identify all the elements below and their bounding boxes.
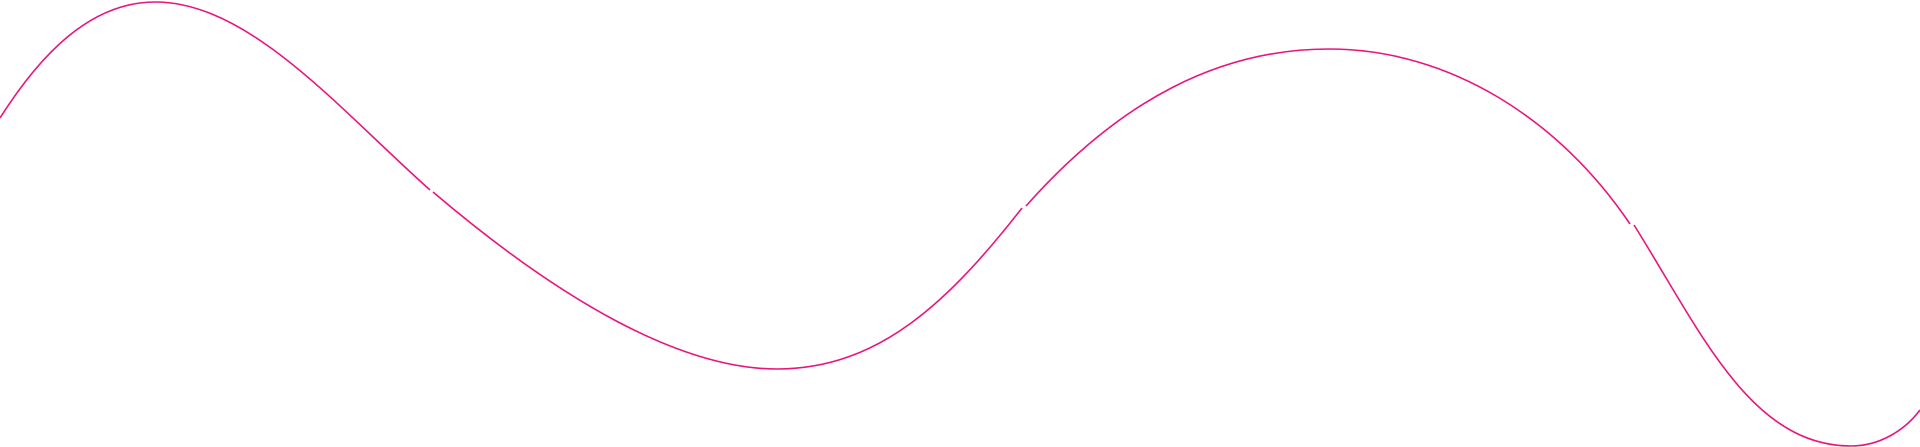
wave-segment-3 (1025, 48, 1631, 225)
wave-segment-4 (1633, 224, 1920, 447)
wave-segment-2 (432, 191, 1023, 370)
wave-segment-1 (0, 1, 431, 191)
